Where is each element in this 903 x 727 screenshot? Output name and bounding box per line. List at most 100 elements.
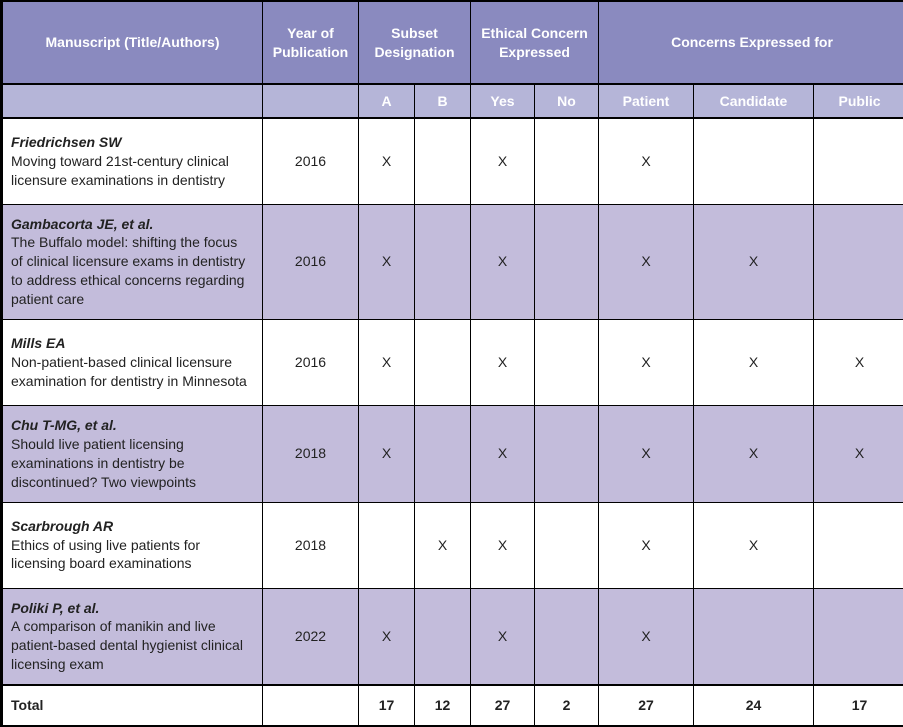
- manuscript-title: Moving toward 21st-century clinical lice…: [11, 153, 229, 188]
- col-concerns-for: Concerns Expressed for: [599, 2, 903, 84]
- cell-a: X: [359, 118, 415, 204]
- cell-a: X: [359, 319, 415, 405]
- cell-b: [415, 319, 471, 405]
- cell-manuscript: Gambacorta JE, et al.The Buffalo model: …: [3, 204, 263, 319]
- total-candidate: 24: [694, 685, 814, 725]
- cell-candidate: X: [694, 319, 814, 405]
- cell-candidate: [694, 118, 814, 204]
- cell-public: [814, 502, 903, 588]
- sub-blank-1: [3, 84, 263, 118]
- cell-b: [415, 204, 471, 319]
- cell-manuscript: Mills EANon-patient-based clinical licen…: [3, 319, 263, 405]
- cell-patient: X: [599, 204, 694, 319]
- cell-b: [415, 588, 471, 685]
- table-body: Friedrichsen SWMoving toward 21st-centur…: [3, 118, 903, 725]
- total-no: 2: [535, 685, 599, 725]
- total-yes: 27: [471, 685, 535, 725]
- cell-public: X: [814, 405, 903, 502]
- total-public: 17: [814, 685, 903, 725]
- cell-candidate: X: [694, 405, 814, 502]
- cell-b: [415, 118, 471, 204]
- cell-a: X: [359, 588, 415, 685]
- author-name: Scarbrough AR: [11, 517, 250, 536]
- table-row: Scarbrough AREthics of using live patien…: [3, 502, 903, 588]
- cell-no: [535, 588, 599, 685]
- sub-yes: Yes: [471, 84, 535, 118]
- cell-manuscript: Chu T-MG, et al.Should live patient lice…: [3, 405, 263, 502]
- cell-public: X: [814, 319, 903, 405]
- cell-candidate: [694, 588, 814, 685]
- total-row: Total1712272272417: [3, 685, 903, 725]
- cell-candidate: X: [694, 502, 814, 588]
- total-a: 17: [359, 685, 415, 725]
- cell-yes: X: [471, 502, 535, 588]
- manuscript-table: Manuscript (Title/Authors) Year of Publi…: [2, 2, 903, 725]
- table-row: Poliki P, et al.A comparison of manikin …: [3, 588, 903, 685]
- cell-no: [535, 118, 599, 204]
- total-b: 12: [415, 685, 471, 725]
- sub-candidate: Candidate: [694, 84, 814, 118]
- manuscript-title: Should live patient licensing examinatio…: [11, 436, 196, 490]
- cell-public: [814, 118, 903, 204]
- author-name: Chu T-MG, et al.: [11, 416, 250, 435]
- cell-year: 2016: [263, 204, 359, 319]
- table-row: Friedrichsen SWMoving toward 21st-centur…: [3, 118, 903, 204]
- cell-a: X: [359, 204, 415, 319]
- cell-yes: X: [471, 118, 535, 204]
- manuscript-title: A comparison of manikin and live patient…: [11, 618, 243, 672]
- cell-no: [535, 204, 599, 319]
- sub-no: No: [535, 84, 599, 118]
- cell-candidate: X: [694, 204, 814, 319]
- table-container: Manuscript (Title/Authors) Year of Publi…: [0, 0, 903, 727]
- cell-patient: X: [599, 502, 694, 588]
- col-ethical: Ethical Concern Expressed: [471, 2, 599, 84]
- header-row-1: Manuscript (Title/Authors) Year of Publi…: [3, 2, 903, 84]
- header-row-2: A B Yes No Patient Candidate Public: [3, 84, 903, 118]
- manuscript-title: Ethics of using live patients for licens…: [11, 537, 200, 572]
- cell-manuscript: Friedrichsen SWMoving toward 21st-centur…: [3, 118, 263, 204]
- cell-public: [814, 588, 903, 685]
- cell-no: [535, 319, 599, 405]
- cell-a: [359, 502, 415, 588]
- cell-patient: X: [599, 118, 694, 204]
- cell-year: 2016: [263, 319, 359, 405]
- cell-patient: X: [599, 319, 694, 405]
- col-manuscript: Manuscript (Title/Authors): [3, 2, 263, 84]
- cell-patient: X: [599, 588, 694, 685]
- cell-manuscript: Poliki P, et al.A comparison of manikin …: [3, 588, 263, 685]
- total-label: Total: [3, 685, 263, 725]
- total-patient: 27: [599, 685, 694, 725]
- cell-patient: X: [599, 405, 694, 502]
- cell-no: [535, 502, 599, 588]
- sub-b: B: [415, 84, 471, 118]
- cell-year: 2016: [263, 118, 359, 204]
- col-year: Year of Publication: [263, 2, 359, 84]
- sub-patient: Patient: [599, 84, 694, 118]
- table-row: Chu T-MG, et al.Should live patient lice…: [3, 405, 903, 502]
- cell-no: [535, 405, 599, 502]
- cell-yes: X: [471, 405, 535, 502]
- cell-b: X: [415, 502, 471, 588]
- sub-a: A: [359, 84, 415, 118]
- sub-public: Public: [814, 84, 903, 118]
- cell-manuscript: Scarbrough AREthics of using live patien…: [3, 502, 263, 588]
- total-year: [263, 685, 359, 725]
- col-subset: Subset Designation: [359, 2, 471, 84]
- sub-blank-2: [263, 84, 359, 118]
- table-row: Mills EANon-patient-based clinical licen…: [3, 319, 903, 405]
- author-name: Mills EA: [11, 334, 250, 353]
- table-row: Gambacorta JE, et al.The Buffalo model: …: [3, 204, 903, 319]
- cell-year: 2018: [263, 502, 359, 588]
- cell-yes: X: [471, 588, 535, 685]
- author-name: Friedrichsen SW: [11, 133, 250, 152]
- cell-year: 2022: [263, 588, 359, 685]
- cell-yes: X: [471, 319, 535, 405]
- cell-yes: X: [471, 204, 535, 319]
- author-name: Poliki P, et al.: [11, 599, 250, 618]
- cell-year: 2018: [263, 405, 359, 502]
- manuscript-title: Non-patient-based clinical licensure exa…: [11, 354, 247, 389]
- cell-b: [415, 405, 471, 502]
- cell-public: [814, 204, 903, 319]
- author-name: Gambacorta JE, et al.: [11, 215, 250, 234]
- manuscript-title: The Buffalo model: shifting the focus of…: [11, 234, 245, 307]
